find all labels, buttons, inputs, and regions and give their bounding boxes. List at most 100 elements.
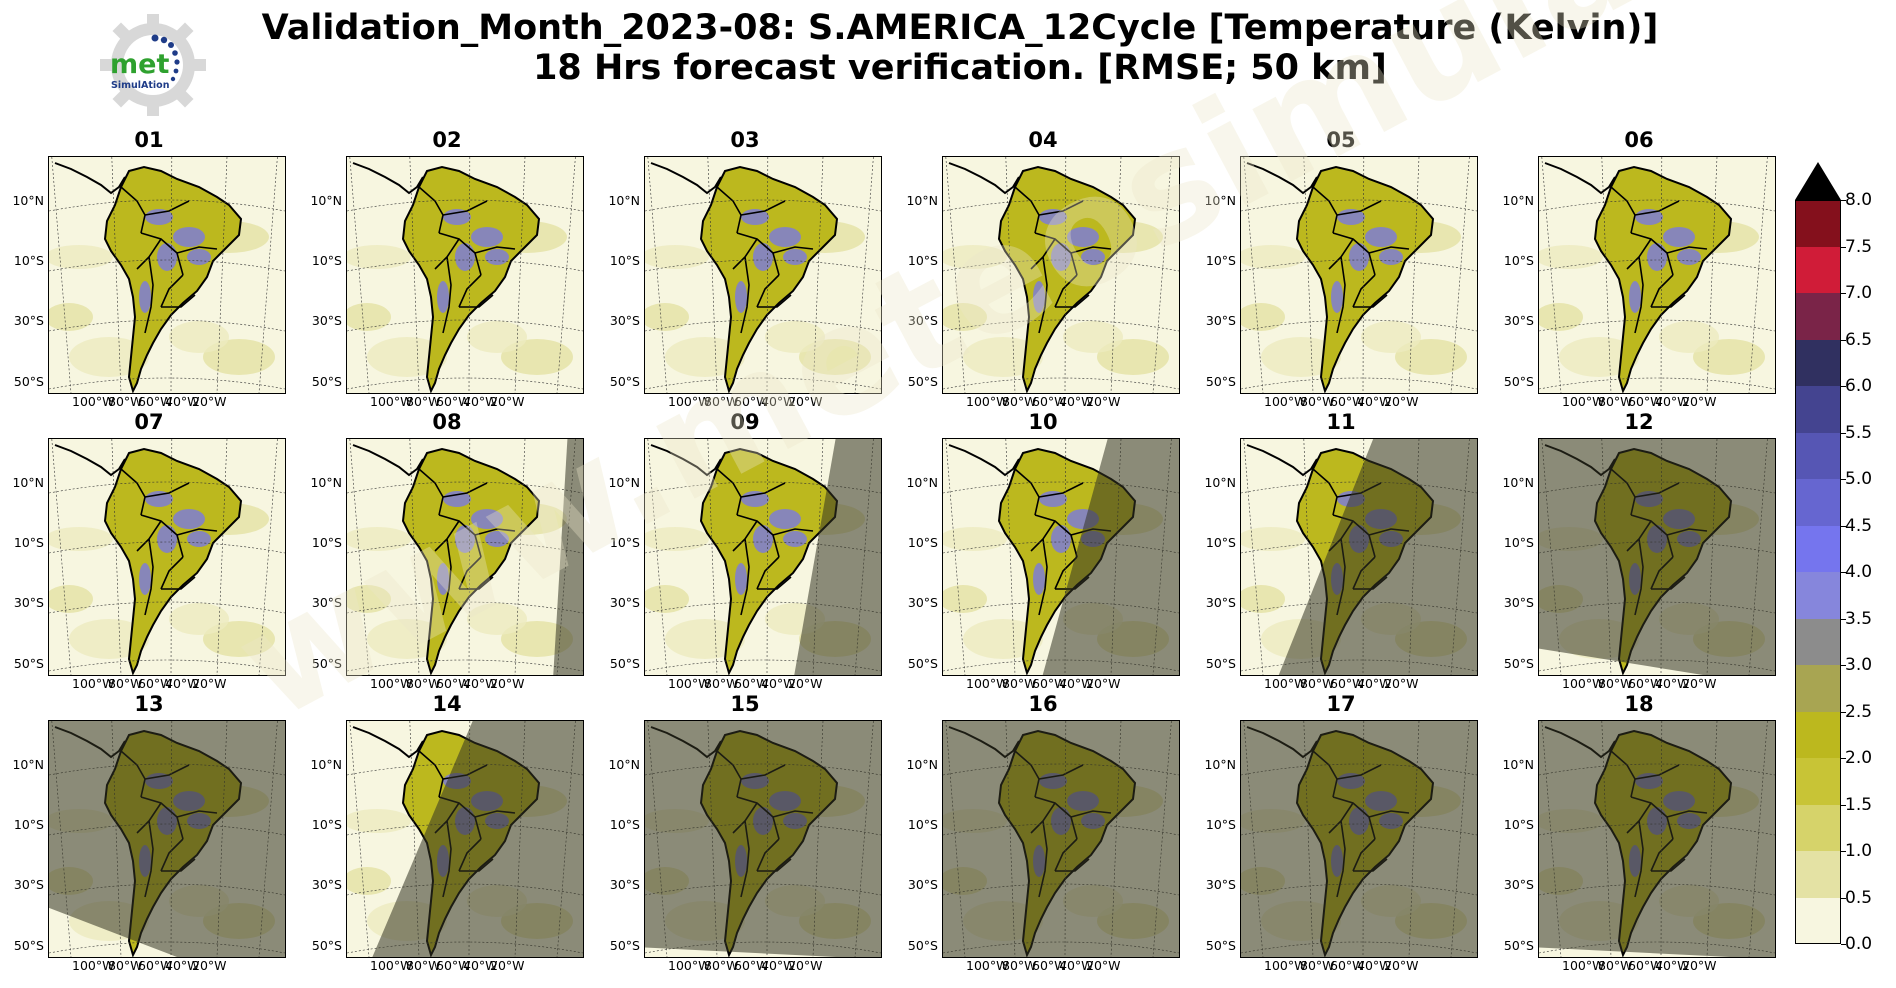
colorbar-tick-mark xyxy=(1841,758,1846,759)
forecast-panel: 13 10°N 10°S 30°S 50°S 100°W 80°W 60°W 40°W 20°W xyxy=(0,692,298,973)
ocean-error-patch xyxy=(467,321,527,353)
south-america-map xyxy=(1538,156,1776,394)
longitude-gridline xyxy=(349,439,370,675)
colorbar-segment xyxy=(1795,572,1841,619)
latitude-gridline xyxy=(943,259,1179,272)
latitude-gridline xyxy=(645,199,881,212)
latitude-label: 10°N xyxy=(1502,757,1534,772)
panel-title: 13 xyxy=(134,692,164,716)
latitude-label: 10°N xyxy=(1502,475,1534,490)
country-border xyxy=(1054,274,1078,308)
high-error-patch xyxy=(1677,249,1701,265)
latitude-label: 50°S xyxy=(907,374,938,389)
longitude-label: 80°W xyxy=(704,676,739,691)
latitude-label: 50°S xyxy=(907,656,938,671)
longitude-gridline xyxy=(647,157,668,393)
longitude-label: 80°W xyxy=(406,958,441,973)
chart-title: Validation_Month_2023-08: S.AMERICA_12Cy… xyxy=(200,8,1720,88)
colorbar-tick-label: 7.0 xyxy=(1845,283,1873,303)
country-border xyxy=(740,538,750,616)
map-canvas xyxy=(49,439,285,675)
latitude-label: 10°S xyxy=(13,817,44,832)
latitude-label: 10°S xyxy=(311,535,342,550)
night-shading-overlay xyxy=(553,439,583,675)
south-america-map xyxy=(1538,438,1776,676)
high-error-patch xyxy=(157,243,177,271)
colorbar-segment xyxy=(1795,386,1841,433)
forecast-panel: 04 10°N 10°S 30°S 50°S 100°W 80°W 60°W 40°W 20°W xyxy=(894,128,1192,409)
longitude-gridline xyxy=(468,157,471,393)
longitude-gridline xyxy=(1152,157,1172,393)
high-error-patch xyxy=(769,227,801,247)
longitude-gridline xyxy=(514,157,526,393)
night-shading-overlay xyxy=(1241,721,1477,957)
longitude-label: 100°W xyxy=(668,394,711,409)
colorbar-segment xyxy=(1795,897,1841,944)
latitude-label: 10°S xyxy=(609,253,640,268)
country-border xyxy=(716,468,742,516)
colorbar-tick-mark xyxy=(1841,944,1846,945)
latitude-gridline xyxy=(49,377,285,390)
south-america-map xyxy=(1240,720,1478,958)
country-border xyxy=(474,246,516,254)
central-america-coast xyxy=(1544,162,1616,195)
forecast-panel: 05 10°N 10°S 30°S 50°S 100°W 80°W 60°W 40°W 20°W xyxy=(1192,128,1490,409)
longitude-label: 60°W xyxy=(436,958,471,973)
latitude-label: 30°S xyxy=(311,313,342,328)
longitude-label: 60°W xyxy=(734,394,769,409)
panel-title: 15 xyxy=(730,692,760,716)
panel-title: 03 xyxy=(730,128,760,152)
latitude-label: 10°N xyxy=(12,475,44,490)
latitude-label: 30°S xyxy=(1205,877,1236,892)
ocean-error-patch xyxy=(1361,321,1421,353)
map-canvas xyxy=(645,721,881,957)
longitude-label: 20°W xyxy=(788,958,823,973)
high-error-patch xyxy=(1081,249,1105,265)
forecast-panel: 17 10°N 10°S 30°S 50°S 100°W 80°W 60°W 40°W 20°W xyxy=(1192,692,1490,973)
night-shading-overlay xyxy=(943,721,1179,957)
longitude-label: 40°W xyxy=(463,676,498,691)
high-error-patch xyxy=(1663,227,1695,247)
longitude-label: 80°W xyxy=(1300,394,1335,409)
longitude-label: 20°W xyxy=(192,394,227,409)
country-border xyxy=(418,750,444,798)
country-border xyxy=(1634,256,1644,334)
longitude-label: 40°W xyxy=(1059,394,1094,409)
south-america-map xyxy=(346,438,584,676)
latitude-gridline xyxy=(1539,659,1775,672)
ocean-error-patch xyxy=(645,303,689,331)
high-error-patch xyxy=(1033,563,1045,595)
ocean-error-patch xyxy=(1241,303,1285,331)
longitude-gridline xyxy=(216,157,228,393)
colorbar-tick-label: 6.5 xyxy=(1845,329,1873,350)
country-border xyxy=(1014,468,1040,516)
high-error-patch xyxy=(1051,525,1071,553)
latitude-label: 50°S xyxy=(311,374,342,389)
longitude-gridline xyxy=(707,439,718,675)
longitude-gridline xyxy=(1362,157,1365,393)
colorbar-tick-label: 5.5 xyxy=(1845,422,1873,443)
latitude-label: 50°S xyxy=(1503,938,1534,953)
longitude-label: 80°W xyxy=(108,676,143,691)
longitude-gridline xyxy=(1748,157,1768,393)
longitude-gridline xyxy=(1303,157,1314,393)
country-border xyxy=(140,514,184,558)
longitude-gridline xyxy=(409,439,420,675)
map-canvas xyxy=(1539,721,1775,957)
night-shading-overlay xyxy=(1539,721,1775,957)
longitude-gridline xyxy=(647,439,668,675)
high-error-patch xyxy=(1365,227,1397,247)
longitude-label: 80°W xyxy=(1300,958,1335,973)
forecast-panel: 03 10°N 10°S 30°S 50°S 100°W 80°W 60°W 40°W 20°W xyxy=(596,128,894,409)
longitude-label: 80°W xyxy=(406,676,441,691)
panel-title: 18 xyxy=(1624,692,1654,716)
longitude-gridline xyxy=(1660,157,1663,393)
ocean-error-patch xyxy=(203,339,275,375)
country-border xyxy=(757,294,792,308)
colorbar-tick-mark xyxy=(1841,246,1846,248)
colorbar-tick-mark xyxy=(1841,804,1846,806)
longitude-label: 40°W xyxy=(761,676,796,691)
ocean-error-patch xyxy=(1539,245,1603,269)
longitude-label: 40°W xyxy=(761,394,796,409)
longitude-gridline xyxy=(1601,157,1612,393)
